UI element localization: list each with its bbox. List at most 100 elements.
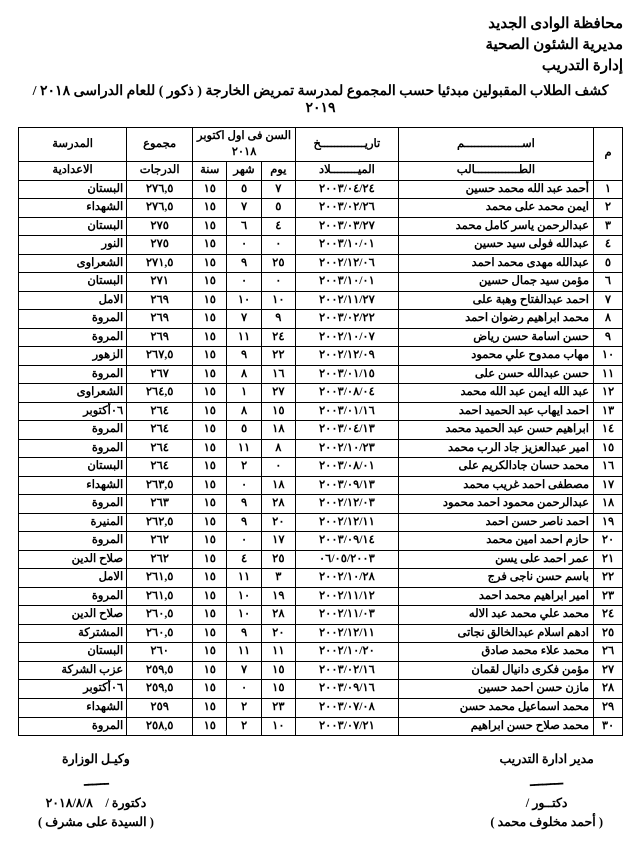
cell-age-day: ٠ (261, 236, 295, 255)
cell-age-year: ١٥ (193, 402, 227, 421)
cell-age-day: ٨ (261, 439, 295, 458)
cell-age-year: ١٥ (193, 513, 227, 532)
cell-total: ٢٦٠,٥ (127, 624, 193, 643)
cell-total: ٢٧٦,٥ (127, 180, 193, 199)
cell-age-year: ١٥ (193, 717, 227, 736)
cell-dob: ٠٦/٠٥/٢٠٠٣ (295, 550, 398, 569)
cell-age-day: ١٦ (261, 365, 295, 384)
cell-dob: ٢٠٠٢/١٢/٠٩ (295, 347, 398, 366)
cell-school: المنيرة (19, 513, 127, 532)
cell-age-day: ٢٣ (261, 698, 295, 717)
cell-age-day: ١٩ (261, 587, 295, 606)
table-row: ١٨عبدالرحمن محمود احمد محمود٢٠٠٢/١٢/٠٣٢٨… (19, 495, 623, 514)
cell-index: ٢٨ (594, 680, 623, 699)
cell-age-month: ١١ (227, 439, 261, 458)
cell-dob: ٢٠٠٣/٠١/١٥ (295, 365, 398, 384)
table-row: ٢ايمن محمد على محمد٢٠٠٣/٠٢/٢٦٥٧١٥٢٧٦,٥ال… (19, 199, 623, 218)
cell-school: البستان (19, 643, 127, 662)
cell-age-day: ٢٢ (261, 347, 295, 366)
header-governorate: محافظة الوادى الجديد (18, 14, 623, 35)
cell-name: مؤمن فكرى دانيال لقمان (398, 661, 593, 680)
cell-age-day: ١٨ (261, 421, 295, 440)
cell-school: ٠٦أكتوبر (19, 402, 127, 421)
cell-age-year: ١٥ (193, 458, 227, 477)
footer-left-role: دكتورة / (105, 796, 146, 810)
cell-name: عمر احمد على يسن (398, 550, 593, 569)
table-row: ٢٢باسم حسن ناجى فرج٢٠٠٢/١٠/٢٨٣١١١٥٢٦١,٥ا… (19, 569, 623, 588)
table-row: ٤عبدالله فولى سيد حسين٢٠٠٣/١٠/٠١٠٠١٥٢٧٥ا… (19, 236, 623, 255)
cell-age-month: ٠ (227, 476, 261, 495)
cell-dob: ٢٠٠٣/١٠/٠١ (295, 273, 398, 292)
table-row: ٢٤محمد علي محمد عبد الاله٢٠٠٢/١١/٠٣٢٨١٠١… (19, 606, 623, 625)
cell-index: ٢٤ (594, 606, 623, 625)
table-row: ١٣احمد ايهاب عبد الحميد احمد٢٠٠٣/٠١/١٦١٥… (19, 402, 623, 421)
cell-dob: ٢٠٠٢/١١/٢٧ (295, 291, 398, 310)
cell-total: ٢٦٢ (127, 532, 193, 551)
cell-age-year: ١٥ (193, 661, 227, 680)
col-name-top: اســـــــــــــــــم (398, 128, 593, 162)
table-row: ١٧مصطفى احمد غريب محمد٢٠٠٣/٠٩/١٣١٨٠١٥٢٦٣… (19, 476, 623, 495)
cell-index: ١٦ (594, 458, 623, 477)
cell-name: حسن اسامة حسن رياض (398, 328, 593, 347)
cell-school: الامل (19, 569, 127, 588)
table-row: ١٤ابراهيم حسن عبد الحميد محمد٢٠٠٣/٠٤/١٣١… (19, 421, 623, 440)
cell-school: ٠٦أكتوبر (19, 680, 127, 699)
cell-index: ٢٥ (594, 624, 623, 643)
cell-total: ٢٦٧,٥ (127, 347, 193, 366)
cell-school: المروة (19, 495, 127, 514)
cell-age-day: ٠ (261, 273, 295, 292)
cell-age-month: ٥ (227, 421, 261, 440)
table-row: ٧احمد عبدالفتاح وهبة على٢٠٠٢/١١/٢٧١٠١٠١٥… (19, 291, 623, 310)
signature-right: ــــــــ (530, 770, 564, 793)
cell-age-day: ٢٥ (261, 550, 295, 569)
cell-name: امير عبدالعزيز جاد الرب محمد (398, 439, 593, 458)
footer-right: مدير ادارة التدريب ــــــــ دكتــور / ( … (490, 750, 603, 831)
cell-index: ١ (594, 180, 623, 199)
cell-index: ١٨ (594, 495, 623, 514)
header-directorate: مديرية الشئون الصحية (18, 35, 623, 56)
table-row: ٢١عمر احمد على يسن٠٦/٠٥/٢٠٠٣٢٥٤١٥٢٦٢صلاح… (19, 550, 623, 569)
cell-age-year: ١٥ (193, 476, 227, 495)
cell-total: ٢٧٥ (127, 217, 193, 236)
col-age-top: السن فى اول اكتوبر ٢٠١٨ (193, 128, 296, 162)
cell-age-month: ٩ (227, 624, 261, 643)
cell-name: مؤمن سيد جمال حسين (398, 273, 593, 292)
cell-name: باسم حسن ناجى فرج (398, 569, 593, 588)
cell-index: ٢٩ (594, 698, 623, 717)
cell-age-year: ١٥ (193, 680, 227, 699)
cell-school: الشعراوى (19, 254, 127, 273)
cell-dob: ٢٠٠٣/٠٩/١٦ (295, 680, 398, 699)
cell-age-year: ١٥ (193, 273, 227, 292)
cell-age-month: ٦ (227, 217, 261, 236)
cell-dob: ٢٠٠٢/١٢/١١ (295, 513, 398, 532)
cell-age-year: ١٥ (193, 624, 227, 643)
cell-school: البستان (19, 273, 127, 292)
cell-dob: ٢٠٠٢/١١/١٢ (295, 587, 398, 606)
col-school-bot: الاعدادية (19, 162, 127, 181)
cell-age-year: ١٥ (193, 217, 227, 236)
cell-age-month: ٨ (227, 402, 261, 421)
cell-total: ٢٥٨,٥ (127, 717, 193, 736)
cell-total: ٢٦٠ (127, 643, 193, 662)
cell-name: محمد ابراهيم رضوان احمد (398, 310, 593, 329)
cell-age-year: ١٥ (193, 384, 227, 403)
col-dob-bot: الميــــــــلاد (295, 162, 398, 181)
footer-right-role: دكتــور / (526, 796, 568, 810)
table-row: ٨محمد ابراهيم رضوان احمد٢٠٠٣/٠٢/٢٢٩٧١٥٢٦… (19, 310, 623, 329)
table-row: ١٩احمد ناصر حسن احمد٢٠٠٢/١٢/١١٢٠٩١٥٢٦٢,٥… (19, 513, 623, 532)
cell-school: المروة (19, 587, 127, 606)
document-title: كشف الطلاب المقبولين مبدئيا حسب المجموع … (18, 83, 623, 117)
cell-name: مصطفى احمد غريب محمد (398, 476, 593, 495)
cell-name: مازن حسن احمد حسين (398, 680, 593, 699)
cell-name: محمد صلاح حسن ابراهيم (398, 717, 593, 736)
cell-age-month: ٩ (227, 254, 261, 273)
cell-index: ٥ (594, 254, 623, 273)
cell-age-month: ١٠ (227, 587, 261, 606)
cell-index: ١٤ (594, 421, 623, 440)
cell-total: ٢٧١ (127, 273, 193, 292)
cell-age-day: ٢٧ (261, 384, 295, 403)
table-row: ١أحمد عبد الله محمد حسين٢٠٠٣/٠٤/٢٤٧٥١٥٢٧… (19, 180, 623, 199)
cell-dob: ٢٠٠٣/٠٢/١٦ (295, 661, 398, 680)
header-block: محافظة الوادى الجديد مديرية الشئون الصحي… (18, 14, 623, 77)
cell-name: عبدالله فولى سيد حسين (398, 236, 593, 255)
